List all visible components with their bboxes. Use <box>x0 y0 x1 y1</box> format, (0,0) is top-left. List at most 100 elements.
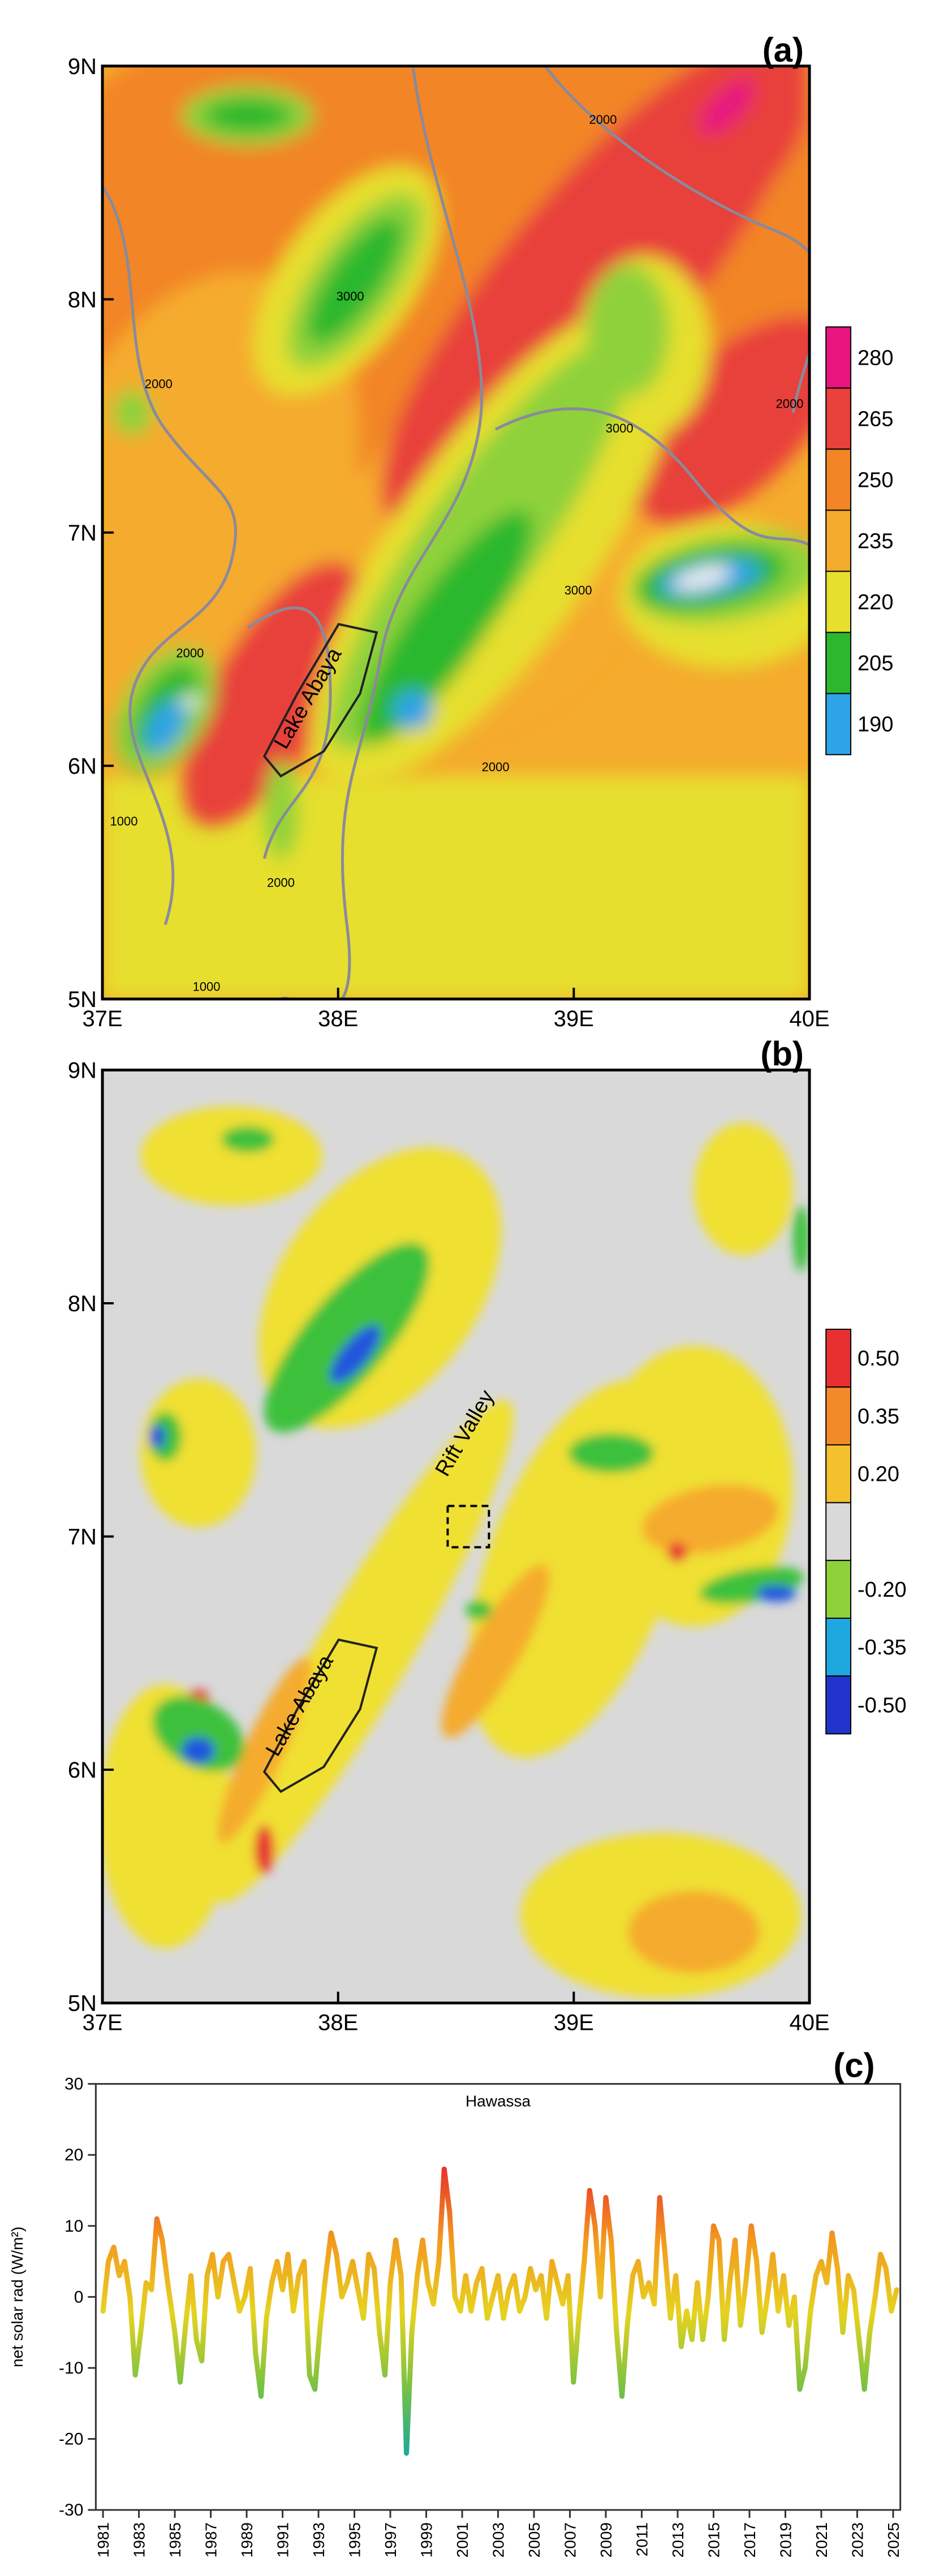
colorbar-label: 250 <box>858 468 893 492</box>
map-region <box>308 218 403 344</box>
x-tick-label: 2023 <box>848 2522 866 2557</box>
map-region <box>180 695 200 708</box>
contour-label: 1000 <box>193 979 221 993</box>
y-tick-label: 7N <box>68 1525 97 1550</box>
map-region <box>205 99 291 132</box>
y-axis-label: net solar rad (W/m²) <box>8 2227 26 2367</box>
colorbar-label: 205 <box>858 652 893 676</box>
elevation-contour <box>281 66 481 1009</box>
map-region <box>441 1564 550 1738</box>
contour-label: 1000 <box>110 814 138 828</box>
y-tick-label: 6N <box>68 1758 97 1783</box>
map-region <box>183 561 363 825</box>
colorbar-label: 220 <box>858 591 893 615</box>
colorbar-label: -0.35 <box>858 1636 907 1659</box>
y-tick-label: 10 <box>64 2217 83 2236</box>
colorbar-label: 0.50 <box>858 1347 899 1371</box>
colorbar-label: 235 <box>858 529 893 553</box>
x-tick-label: 2011 <box>634 2522 651 2556</box>
colorbar-label: 280 <box>858 346 893 370</box>
map-region <box>627 1890 760 1973</box>
map-region <box>360 511 532 745</box>
map-region <box>586 264 669 396</box>
contour-label: 2000 <box>776 396 804 410</box>
y-tick-label: 7N <box>68 521 97 546</box>
map-region <box>140 1106 322 1205</box>
x-tick-label: 40E <box>789 2011 829 2035</box>
contour-label: 3000 <box>606 421 634 435</box>
y-tick-label: 6N <box>68 754 97 779</box>
colorbar-box <box>825 326 852 389</box>
y-tick-label: 20 <box>64 2146 83 2164</box>
map-region <box>393 690 433 730</box>
x-tick-label: 1987 <box>202 2522 220 2557</box>
x-tick-label: 1995 <box>346 2522 364 2557</box>
map-field <box>99 66 823 1009</box>
x-tick-label: 2019 <box>777 2522 794 2557</box>
map-region <box>667 1542 687 1562</box>
colorbar-box <box>825 1618 852 1677</box>
y-tick-label: -10 <box>59 2359 83 2378</box>
lake-outline <box>262 623 378 778</box>
map-contour-fill <box>102 1106 810 1998</box>
colorbar-box <box>825 448 852 511</box>
panel-label: (a) <box>762 31 804 69</box>
x-tick-label: 1981 <box>94 2522 112 2557</box>
y-tick-label: 8N <box>68 1291 97 1316</box>
panel-label: (b) <box>760 1035 804 1073</box>
colorbar-box <box>825 1386 852 1446</box>
elevation-contour <box>495 409 809 545</box>
map-region <box>645 66 808 219</box>
map-region <box>630 317 810 526</box>
x-tick-label: 39E <box>554 1006 594 1031</box>
colorbar-label: -0.50 <box>858 1693 907 1717</box>
colorbar-label: 190 <box>858 713 893 737</box>
map-region <box>756 1585 796 1602</box>
contour-label: 3000 <box>565 583 592 597</box>
x-tick-label: 1989 <box>238 2522 256 2557</box>
map-region <box>568 1433 654 1473</box>
colorbar-box <box>825 693 852 755</box>
elevation-contour <box>99 181 235 924</box>
panel-label: (c) <box>833 2047 874 2085</box>
contour-label: 2000 <box>482 760 510 774</box>
map-region <box>144 699 186 754</box>
map-region <box>792 1205 810 1272</box>
y-tick-label: 9N <box>68 54 97 79</box>
x-tick-label: 2005 <box>525 2522 543 2557</box>
x-tick-label: 2003 <box>490 2522 507 2557</box>
map-region <box>112 390 152 436</box>
x-tick-label: 2007 <box>562 2522 579 2557</box>
map-region <box>217 1657 312 1844</box>
map-region <box>264 1242 430 1433</box>
map-region <box>221 1126 274 1153</box>
x-tick-label: 2015 <box>705 2522 722 2557</box>
map-region <box>673 565 731 590</box>
contour-label: 2000 <box>267 875 295 889</box>
x-tick-label: 1993 <box>310 2522 328 2557</box>
x-tick-label: 1983 <box>131 2522 148 2557</box>
colorbar-box <box>825 632 852 694</box>
x-tick-label: 2013 <box>669 2522 687 2557</box>
map-region <box>152 1696 244 1772</box>
lake-outline <box>262 1638 378 1793</box>
map-region <box>148 1425 166 1449</box>
map-region <box>182 1737 215 1764</box>
map-field <box>102 1070 810 2003</box>
y-tick-label: -30 <box>59 2501 83 2519</box>
colorbar-label: 0.20 <box>858 1463 899 1486</box>
elevation-contour <box>248 608 330 859</box>
study-area-box <box>446 1505 490 1549</box>
x-tick-label: 2009 <box>597 2522 615 2557</box>
map-region <box>641 1484 779 1554</box>
x-tick-label: 38E <box>318 2011 358 2035</box>
y-tick-label: 5N <box>68 987 97 1012</box>
chart-title: Hawassa <box>466 2093 531 2110</box>
map-region <box>213 1399 514 1903</box>
elevation-contour <box>545 66 823 413</box>
map-region <box>537 421 587 471</box>
map-region <box>699 79 755 136</box>
map-region <box>466 1600 493 1620</box>
data-line <box>100 2166 899 2456</box>
